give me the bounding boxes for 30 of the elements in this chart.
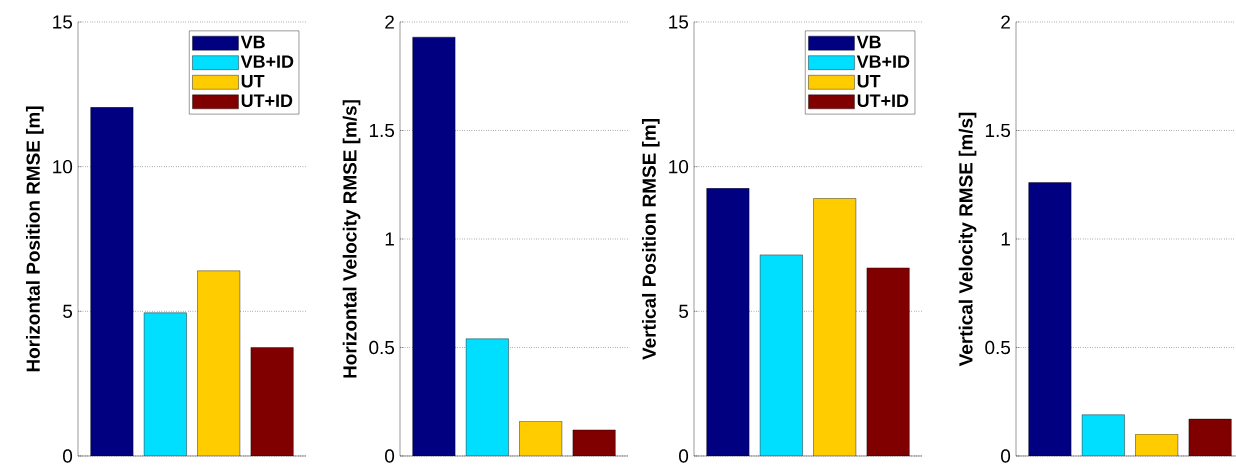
legend-label: UT+ID [857,94,909,108]
y-tick-label: 15 [53,15,73,29]
y-tick-label: 5 [63,304,73,318]
y-tick-label: 0 [63,449,73,463]
legend-label: UT [241,74,265,88]
legend-label: UT [857,74,881,88]
y-tick-label: 2 [385,15,394,29]
y-tick-label: 1.5 [985,123,1011,138]
y-axis-title: Vertical Velocity RMSE [m/s] [958,112,977,367]
y-axis-title: Horizontal Position RMSE [m] [25,106,44,372]
y-tick-label: 15 [669,15,689,29]
y-tick-label: 0 [679,449,689,463]
y-tick-label: 0 [1001,449,1011,463]
legend-label: VB [856,35,881,49]
y-tick-label: 10 [669,159,689,174]
y-tick-label: 1.5 [369,123,395,138]
y-axis-title: Horizontal Velocity RMSE [m/s] [342,100,361,378]
y-tick-label: 1 [385,232,394,246]
legend-label: UT+ID [241,94,293,108]
y-tick-label: 0.5 [985,340,1011,355]
y-tick-label: 1 [1001,232,1010,246]
legend-label: VB+ID [240,55,294,68]
y-tick-label: 2 [1001,15,1010,29]
legend-label: VB [240,35,265,49]
y-tick-label: 0.5 [369,340,395,355]
y-axis-title: Vertical Position RMSE [m] [641,119,660,360]
y-tick-label: 5 [679,304,689,318]
legend-label: VB+ID [856,55,910,68]
y-tick-label: 10 [53,159,73,174]
y-tick-label: 0 [385,449,395,463]
